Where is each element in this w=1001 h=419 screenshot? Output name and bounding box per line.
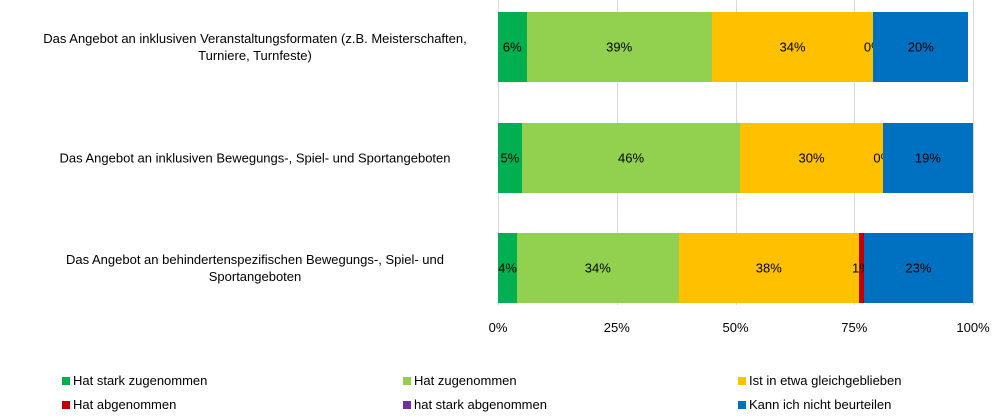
legend-item: Ist in etwa gleichgeblieben: [738, 374, 902, 388]
legend-item: hat stark abgenommen: [403, 398, 547, 412]
value-label: 30%: [798, 150, 825, 166]
legend-swatch: [738, 401, 746, 409]
legend-label: Hat zugenommen: [414, 373, 517, 388]
legend-swatch: [62, 377, 70, 385]
value-label: 46%: [617, 150, 645, 166]
legend-label: hat stark abgenommen: [414, 397, 547, 412]
value-label: 23%: [905, 260, 932, 276]
legend-swatch: [403, 401, 411, 409]
legend-swatch: [403, 377, 411, 385]
bar-segment: [521, 123, 741, 193]
legend-label: Hat abgenommen: [73, 397, 177, 412]
legend-swatch: [738, 377, 746, 385]
value-label: 6%: [502, 39, 522, 55]
x-tick-label: 0%: [488, 320, 508, 335]
value-label: 38%: [755, 260, 782, 276]
legend-item: Kann ich nicht beurteilen: [738, 398, 891, 412]
x-tick-label: 25%: [603, 320, 630, 335]
legend-label: Ist in etwa gleichgeblieben: [749, 373, 902, 388]
bar-segment: [740, 123, 883, 193]
value-label: 34%: [584, 260, 611, 276]
value-label: 20%: [907, 39, 934, 55]
value-label: 5%: [500, 150, 520, 166]
bar-segment: [711, 12, 874, 82]
x-tick-label: 50%: [722, 320, 749, 335]
bar-segment: [498, 233, 517, 303]
legend-item: Hat stark zugenommen: [62, 374, 207, 388]
x-tick-label: 75%: [841, 320, 868, 335]
bar-segment: [526, 12, 712, 82]
category-label: Das Angebot an inklusiven Bewegungs-, Sp…: [59, 150, 451, 166]
bar-segment: [678, 233, 859, 303]
value-label: 4%: [498, 260, 517, 276]
legend-item: Hat abgenommen: [62, 398, 176, 412]
value-label: 39%: [606, 39, 633, 55]
legend-label: Hat stark zugenommen: [73, 373, 208, 388]
bar-segment: [498, 123, 522, 193]
legend-swatch: [62, 401, 70, 409]
bar-segment: [517, 233, 679, 303]
value-label: 34%: [779, 39, 806, 55]
value-label: 19%: [914, 150, 941, 166]
bar-segment: [863, 233, 973, 303]
x-tick-label: 100%: [956, 320, 990, 335]
category-label: Das Angebot an inklusiven Veranstaltungs…: [43, 31, 467, 63]
legend-item: Hat zugenommen: [403, 374, 517, 388]
bar-segment: [498, 12, 527, 82]
grid-line: [973, 0, 974, 305]
bar-segment: [859, 233, 864, 303]
bar-segment: [873, 12, 969, 82]
bar-segment: [882, 123, 973, 193]
legend-label: Kann ich nicht beurteilen: [749, 397, 892, 412]
category-label: Das Angebot an behindertenspezifischen B…: [66, 252, 444, 284]
